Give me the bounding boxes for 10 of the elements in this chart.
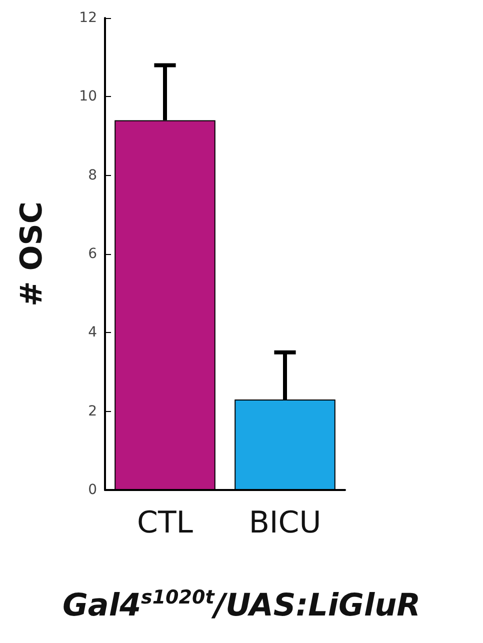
y-tick-label: 10: [79, 88, 97, 105]
y-axis-title: # OSC: [14, 202, 50, 306]
y-tick-label: 4: [88, 324, 98, 341]
y-tick-label: 2: [88, 403, 97, 420]
y-tick-label: 0: [88, 482, 97, 498]
x-tick-label: BICU: [248, 506, 322, 540]
y-tick-label: 6: [88, 246, 98, 262]
x-tick-label: CTL: [137, 506, 194, 540]
y-tick-label: 12: [79, 10, 97, 26]
y-tick-label: 8: [88, 167, 97, 184]
